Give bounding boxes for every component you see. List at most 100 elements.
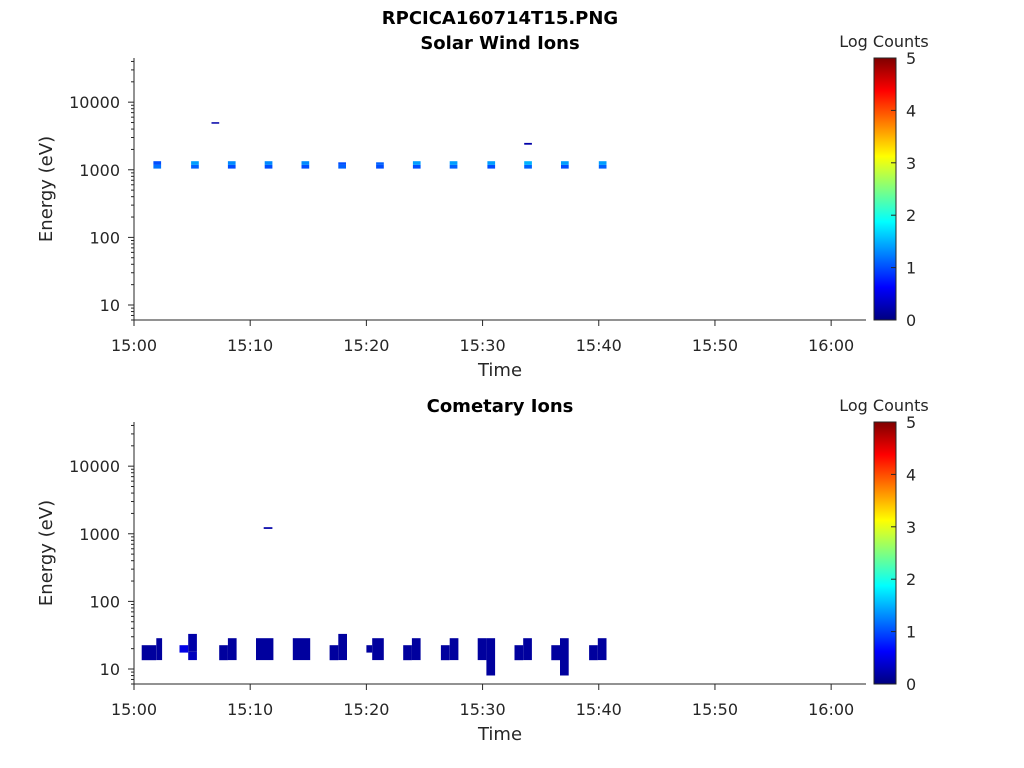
heatmap-cell xyxy=(338,633,347,661)
x-tick-label: 15:20 xyxy=(343,336,389,355)
heatmap-cell xyxy=(256,638,274,661)
heatmap-cell xyxy=(524,164,532,169)
colorbar-gradient xyxy=(873,421,897,685)
heatmap-cell xyxy=(412,161,421,165)
y-tick-label: 100 xyxy=(89,592,120,611)
heatmap-cell xyxy=(598,164,607,169)
heatmap-cell xyxy=(524,161,532,165)
figure-title: RPCICA160714T15.PNG xyxy=(382,8,618,29)
heatmap-cell xyxy=(524,142,532,145)
colorbar-tick-label: 0 xyxy=(906,311,916,330)
heatmap-cell xyxy=(403,645,412,661)
heatmap-cell xyxy=(211,122,220,124)
x-axis-label: Time xyxy=(477,360,522,381)
colorbar-label: Log Counts xyxy=(839,32,929,51)
heatmap-cell xyxy=(597,638,607,661)
colorbar-tick-label: 1 xyxy=(906,623,916,642)
axes: 15:00 15:10 15:20 15:30 15:40 15:50 16:00 10 100… xyxy=(69,422,866,719)
y-axis-label: Energy (eV) xyxy=(36,500,57,606)
heatmap-cell xyxy=(156,638,163,661)
heatmap-cell xyxy=(188,651,197,661)
heatmap-cell xyxy=(449,164,458,169)
heatmap-cell xyxy=(191,164,199,169)
heatmap-cell xyxy=(560,638,569,676)
x-tick-label: 15:20 xyxy=(343,700,389,719)
heatmap-cell xyxy=(153,161,162,165)
colorbar-tick-label: 3 xyxy=(906,518,916,537)
heatmap-cell xyxy=(141,645,157,661)
heatmap-cell xyxy=(412,164,421,169)
heatmap-cell xyxy=(227,161,236,165)
x-tick-label: 15:40 xyxy=(576,336,622,355)
colorbar: 0 1 2 3 4 5 xyxy=(873,413,916,694)
heatmap-cell xyxy=(487,161,496,165)
heatmap-cell xyxy=(411,638,421,661)
y-tick-label: 1000 xyxy=(79,161,120,180)
y-tick-label: 1000 xyxy=(79,525,120,544)
heatmap-cell xyxy=(301,161,310,165)
heatmap-cell xyxy=(523,638,532,661)
colorbar-gradient xyxy=(873,57,897,321)
heatmap-cell xyxy=(477,638,487,661)
heatmap-cell xyxy=(449,161,458,165)
colorbar-tick-label: 5 xyxy=(906,413,916,432)
colorbar-tick-label: 5 xyxy=(906,49,916,68)
panel-title: Solar Wind Ions xyxy=(420,33,579,54)
heatmap-cell xyxy=(219,645,228,661)
panel-cometary-ions: Cometary Ions Energy (eV) Time Log Count… xyxy=(36,396,929,745)
y-tick-label: 100 xyxy=(89,228,120,247)
heatmap-cell xyxy=(487,164,496,169)
heatmap-cell xyxy=(153,164,162,169)
colorbar-tick-label: 2 xyxy=(906,206,916,225)
heatmap-cell xyxy=(263,527,273,529)
y-tick-label: 10 xyxy=(100,660,120,679)
x-tick-label: 15:00 xyxy=(111,336,157,355)
x-tick-label: 15:30 xyxy=(460,336,506,355)
colorbar-tick-label: 4 xyxy=(906,465,916,484)
y-axis-label: Energy (eV) xyxy=(36,136,57,242)
y-tick-label: 10 xyxy=(100,296,120,315)
colorbar-tick-label: 2 xyxy=(906,570,916,589)
x-tick-label: 15:50 xyxy=(692,700,738,719)
heatmap-cell xyxy=(227,638,237,661)
x-tick-label: 15:10 xyxy=(227,336,273,355)
heatmap-cell xyxy=(561,161,569,165)
x-tick-label: 15:40 xyxy=(576,700,622,719)
heatmap-cell xyxy=(179,645,189,653)
heatmap-cell xyxy=(264,161,273,165)
x-tick-label: 16:00 xyxy=(808,700,854,719)
x-tick-label: 15:10 xyxy=(227,700,273,719)
colorbar-tick-label: 4 xyxy=(906,101,916,120)
colorbar-tick-label: 1 xyxy=(906,259,916,278)
colorbar-tick-label: 0 xyxy=(906,675,916,694)
axes: 15:00 15:10 15:20 15:30 15:40 15:50 16:00 10 100… xyxy=(69,58,866,355)
heatmap-cell xyxy=(338,162,346,165)
heatmap-cells xyxy=(153,122,607,169)
x-axis-label: Time xyxy=(477,724,522,745)
heatmap-cell xyxy=(227,164,236,169)
heatmap-cell xyxy=(301,164,310,169)
heatmap-cell xyxy=(329,645,339,661)
x-tick-label: 15:50 xyxy=(692,336,738,355)
heatmap-cell xyxy=(366,645,373,653)
panel-solar-wind-ions: Solar Wind Ions Energy (eV) Time Log Cou… xyxy=(36,32,929,381)
x-tick-label: 15:00 xyxy=(111,700,157,719)
y-tick-label: 10000 xyxy=(69,457,120,476)
heatmap-cell xyxy=(440,645,450,661)
heatmap-cell xyxy=(589,645,598,661)
colorbar-label: Log Counts xyxy=(839,396,929,415)
x-tick-label: 15:30 xyxy=(460,700,506,719)
heatmap-cells xyxy=(141,527,607,676)
heatmap-cell xyxy=(264,164,273,169)
heatmap-cell xyxy=(514,645,524,661)
heatmap-cell xyxy=(292,638,311,661)
colorbar-tick-label: 3 xyxy=(906,154,916,173)
heatmap-cell xyxy=(376,162,384,165)
heatmap-cell xyxy=(188,633,197,652)
heatmap-cell xyxy=(376,164,384,169)
panel-title: Cometary Ions xyxy=(427,396,574,417)
heatmap-cell xyxy=(486,638,496,676)
x-tick-label: 16:00 xyxy=(808,336,854,355)
y-tick-label: 10000 xyxy=(69,93,120,112)
